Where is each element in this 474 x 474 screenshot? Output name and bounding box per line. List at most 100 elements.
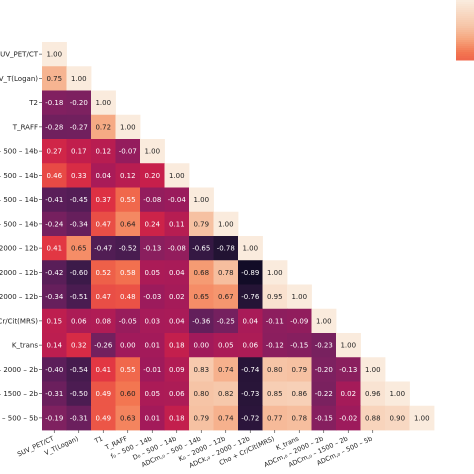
colorbar-segment [456, 26, 474, 29]
cell-value-label: 0.06 [242, 342, 258, 350]
cell-value-label: 1.00 [316, 317, 332, 325]
cell-value-label: -0.34 [70, 220, 89, 228]
colorbar-segment [456, 12, 474, 15]
cell-value-label: 0.67 [218, 293, 234, 301]
cell-value-label: 0.15 [46, 317, 62, 325]
cell-value-label: 0.75 [46, 75, 62, 83]
colorbar-segment [456, 52, 474, 55]
heatmap-cell [189, 260, 214, 285]
heatmap-cell [91, 284, 116, 310]
cell-value-label: -0.76 [241, 293, 260, 301]
cell-value-label: 0.80 [267, 366, 283, 374]
cell-value-label: 0.83 [193, 366, 209, 374]
heatmap-cell [42, 163, 67, 188]
y-tick-label: K_trans [12, 342, 38, 350]
cell-value-label: -0.47 [94, 245, 112, 253]
cell-value-label: -0.27 [70, 123, 88, 131]
colorbar-segment [456, 58, 474, 61]
heatmap-cell [164, 357, 190, 382]
cell-value-label: 0.49 [95, 414, 111, 422]
cell-value-label: 0.48 [120, 293, 136, 301]
heatmap-cell [189, 333, 214, 358]
heatmap-cell [262, 357, 288, 382]
cell-value-label: 0.33 [71, 172, 87, 180]
heatmap-cell [42, 187, 67, 213]
heatmap-cell [66, 187, 92, 213]
heatmap-cell [42, 381, 67, 407]
y-tick-label: …0 – 500 – 14b [0, 148, 39, 156]
colorbar-segment [456, 34, 474, 37]
cell-value-label: -0.41 [45, 196, 63, 204]
cell-value-label: -0.36 [192, 317, 211, 325]
y-tick-label: …0 – 2000 – 12b [0, 293, 39, 301]
heatmap-cell [140, 260, 165, 285]
y-tick-label: …0 – 2000 – 2b [0, 366, 39, 374]
cell-value-label: -0.13 [143, 245, 161, 253]
heatmap-cell [42, 357, 67, 382]
cell-value-label: -0.24 [45, 220, 64, 228]
colorbar-segment [456, 32, 474, 35]
cell-value-label: -0.51 [70, 293, 88, 301]
colorbar-segment [456, 46, 474, 49]
heatmap-cell [238, 236, 263, 261]
heatmap-value-labels: 1.00 0.75 1.00 -0.18 -0.20 1.00 -0.28 -0.27 0.72… [45, 51, 429, 423]
heatmap-cell [336, 357, 361, 382]
heatmap-cell [66, 66, 92, 91]
cell-value-label: 0.11 [169, 220, 185, 228]
cell-value-label: 0.00 [120, 342, 136, 350]
heatmap-cell [287, 381, 312, 407]
cell-value-label: -0.31 [70, 414, 88, 422]
heatmap-cell [189, 236, 214, 261]
cell-value-label: 0.96 [365, 390, 381, 398]
heatmap-cell [91, 163, 116, 188]
cell-value-label: -0.04 [168, 196, 187, 204]
heatmap-cell [213, 381, 239, 407]
colorbar-segment [456, 20, 474, 23]
cell-value-label: -0.89 [241, 269, 259, 277]
cell-value-label: 0.20 [144, 172, 160, 180]
cell-value-label: 0.27 [46, 148, 62, 156]
heatmap-cell [311, 381, 337, 407]
heatmap-cell [385, 405, 410, 431]
heatmap-cell [189, 357, 214, 382]
heatmap-cell [360, 381, 386, 407]
heatmap-cell [213, 308, 239, 334]
heatmap-cell [140, 308, 165, 334]
cell-value-label: -0.18 [45, 99, 63, 107]
heatmap-cell [42, 114, 67, 140]
heatmap-cell [238, 381, 263, 407]
cell-value-label: 1.00 [389, 390, 405, 398]
heatmap-cell [115, 236, 141, 261]
cell-value-label: 1.00 [120, 123, 136, 131]
heatmap-cell [164, 236, 190, 261]
heatmap-cell [360, 405, 386, 431]
cell-value-label: 0.47 [95, 293, 111, 301]
heatmap-cell [91, 308, 116, 334]
heatmap-cell [91, 260, 116, 285]
heatmap-cell [287, 308, 312, 334]
cell-value-label: -0.12 [266, 342, 284, 350]
heatmap-cell [238, 357, 263, 382]
cell-value-label: -0.15 [315, 414, 333, 422]
heatmap-cell [164, 163, 190, 188]
heatmap-cell [115, 114, 141, 140]
heatmap-cell [164, 211, 190, 237]
heatmap-cell [140, 211, 165, 237]
cell-value-label: -0.54 [70, 366, 89, 374]
cell-value-label: 0.01 [144, 342, 160, 350]
cell-value-label: 0.04 [169, 317, 185, 325]
cell-value-label: -0.07 [119, 148, 137, 156]
cell-value-label: 0.82 [218, 390, 234, 398]
colorbar [456, 0, 474, 61]
heatmap-cell [140, 357, 165, 382]
cell-value-label: 0.90 [389, 414, 405, 422]
heatmap-cell [189, 211, 214, 237]
cell-value-label: 0.78 [218, 269, 234, 277]
y-tick-label: …0 – 500 – 14b [0, 196, 39, 204]
heatmap-cell [66, 405, 92, 431]
cell-value-label: -0.31 [45, 390, 63, 398]
heatmap-cell [66, 114, 92, 140]
cell-value-label: -0.13 [339, 366, 357, 374]
cell-value-label: 1.00 [414, 414, 430, 422]
cell-value-label: 0.74 [218, 414, 234, 422]
